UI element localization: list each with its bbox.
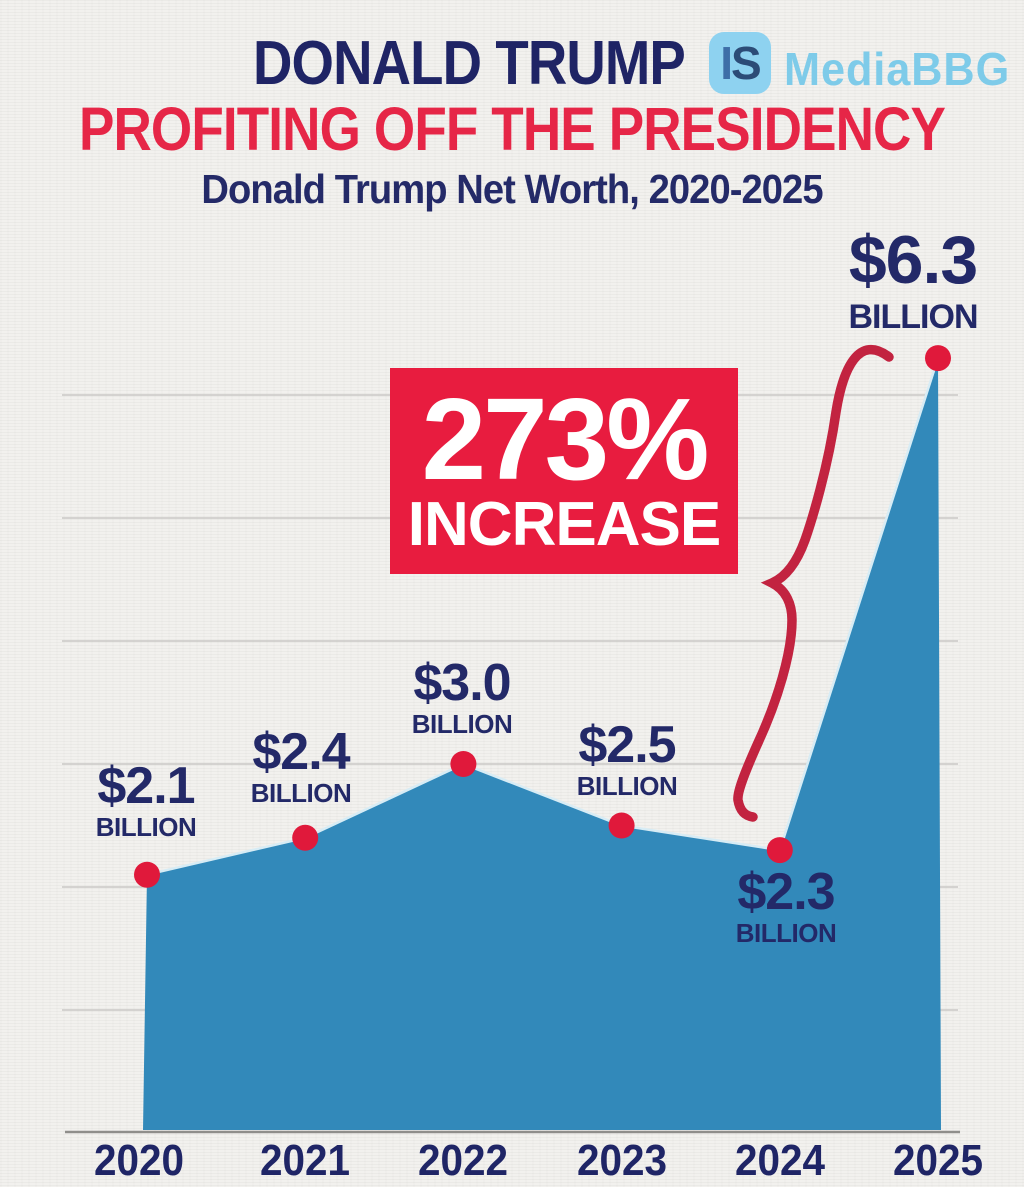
logo-letter-s: S [731, 37, 762, 89]
mediabbg-logo-text: MediaBBG [784, 43, 1011, 95]
logo-letter-i: I [720, 37, 733, 89]
brace-annotation [733, 345, 894, 822]
area-top-edge [146, 357, 940, 876]
page-title: DONALD TRUMP [253, 29, 686, 98]
increase-badge: 273% INCREASE [390, 368, 738, 574]
page-title-line2: PROFITING OFF THE PRESIDENCY [78, 95, 946, 163]
data-point-dot [766, 837, 793, 864]
area-fill [143, 358, 941, 1131]
data-point-dot [292, 824, 319, 851]
data-point-dot [608, 812, 635, 839]
increase-percent: 273% [421, 373, 710, 504]
data-point-dot [134, 861, 160, 888]
increase-label: INCREASE [407, 490, 721, 560]
mediabbg-logo-icon: I S [709, 32, 771, 94]
chart-subtitle: Donald Trump Net Worth, 2020-2025 [201, 166, 823, 212]
data-point-dot [925, 345, 951, 372]
data-point-dot [450, 751, 477, 777]
